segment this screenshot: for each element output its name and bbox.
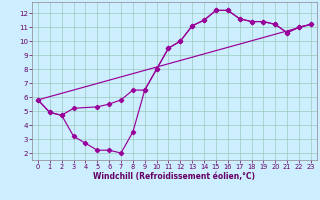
X-axis label: Windchill (Refroidissement éolien,°C): Windchill (Refroidissement éolien,°C): [93, 172, 255, 181]
